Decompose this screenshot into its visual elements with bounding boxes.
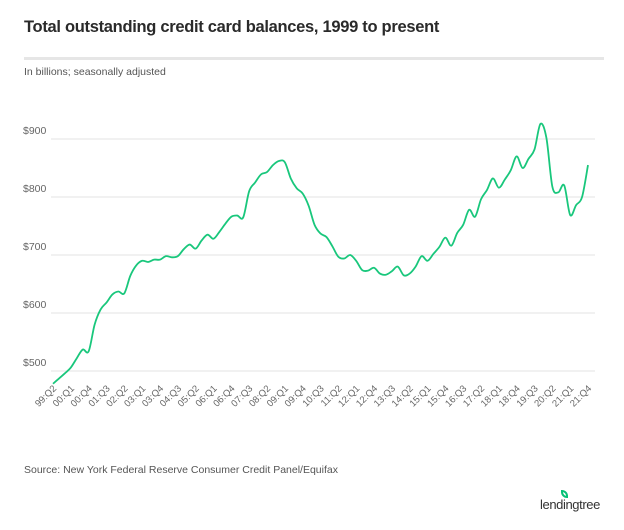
line-chart: $500$600$700$800$90099:Q200:Q100:Q401:Q3… xyxy=(23,122,595,409)
logo-text: lendingtree xyxy=(540,497,600,512)
balance-line xyxy=(52,122,589,385)
chart-subtitle: In billions; seasonally adjusted xyxy=(24,66,166,78)
leaf-icon xyxy=(561,490,568,498)
chart-title: Total outstanding credit card balances, … xyxy=(24,18,440,36)
y-tick-label: $600 xyxy=(23,299,47,311)
source-note: Source: New York Federal Reserve Consume… xyxy=(24,464,338,476)
y-tick-label: $500 xyxy=(23,357,47,369)
y-tick-label: $700 xyxy=(23,241,47,253)
title-divider xyxy=(24,57,604,60)
y-tick-label: $800 xyxy=(23,183,47,195)
lendingtree-logo: lendingtree xyxy=(540,490,600,512)
y-tick-label: $900 xyxy=(23,125,47,137)
